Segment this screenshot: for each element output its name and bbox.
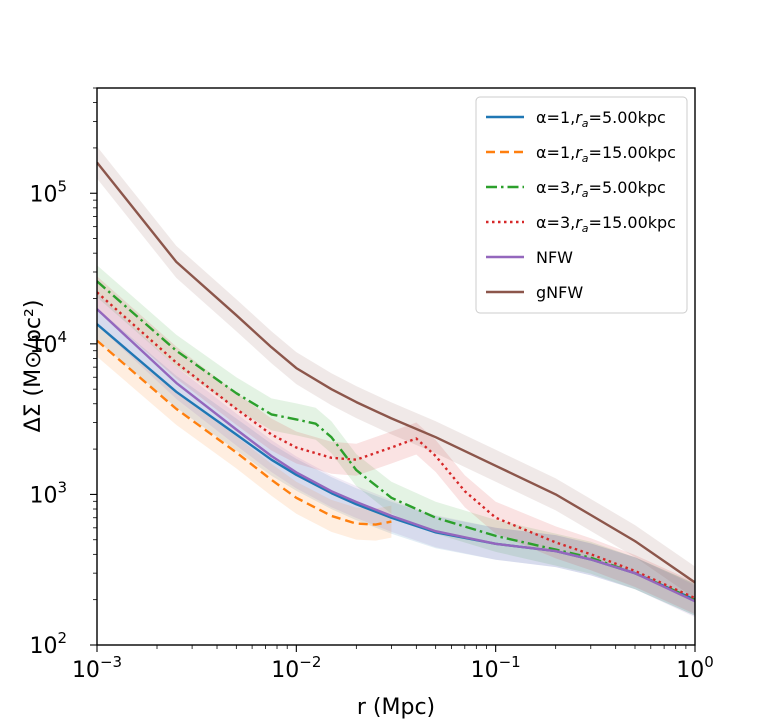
confidence-bands bbox=[97, 146, 695, 618]
y-tick-label: 102 bbox=[29, 629, 67, 659]
legend-label-4: NFW bbox=[536, 248, 573, 267]
band-3 bbox=[97, 276, 695, 615]
y-axis-title: ΔΣ (M⊙/pc²) bbox=[21, 300, 46, 433]
y-tick-label: 105 bbox=[29, 177, 67, 207]
x-tick-label: 10−1 bbox=[471, 653, 521, 683]
legend: α=1,ra=5.00kpc α=1,ra=15.00kpc α=3,ra=5.00… bbox=[475, 96, 688, 314]
legend-label-0: α=1,ra=5.00kpc bbox=[536, 108, 666, 130]
band-1 bbox=[97, 324, 392, 541]
band-4 bbox=[97, 293, 695, 618]
y-tick-label: 103 bbox=[29, 478, 67, 508]
series-line-4 bbox=[97, 308, 695, 603]
x-tick-label: 10−2 bbox=[271, 653, 321, 683]
legend-frame bbox=[475, 96, 688, 314]
x-axis-title: r (Mpc) bbox=[357, 695, 435, 720]
legend-label-1: α=1,ra=15.00kpc bbox=[536, 143, 676, 165]
series-line-5 bbox=[97, 161, 695, 584]
band-2 bbox=[97, 265, 695, 616]
band-5 bbox=[97, 146, 695, 599]
series-lines bbox=[97, 161, 695, 603]
band-0 bbox=[97, 308, 695, 616]
legend-label-3: α=3,ra=15.00kpc bbox=[536, 213, 676, 235]
legend-label-2: α=3,ra=5.00kpc bbox=[536, 178, 666, 200]
x-axis: 10−3 10−2 10−1 100 bbox=[72, 645, 714, 683]
x-tick-label: 10−3 bbox=[72, 653, 122, 683]
legend-label-5: gNFW bbox=[536, 283, 583, 302]
series-line-1 bbox=[97, 339, 392, 526]
plot-frame bbox=[96, 87, 696, 646]
x-tick-label: 100 bbox=[676, 653, 714, 683]
series-line-2 bbox=[97, 280, 695, 601]
